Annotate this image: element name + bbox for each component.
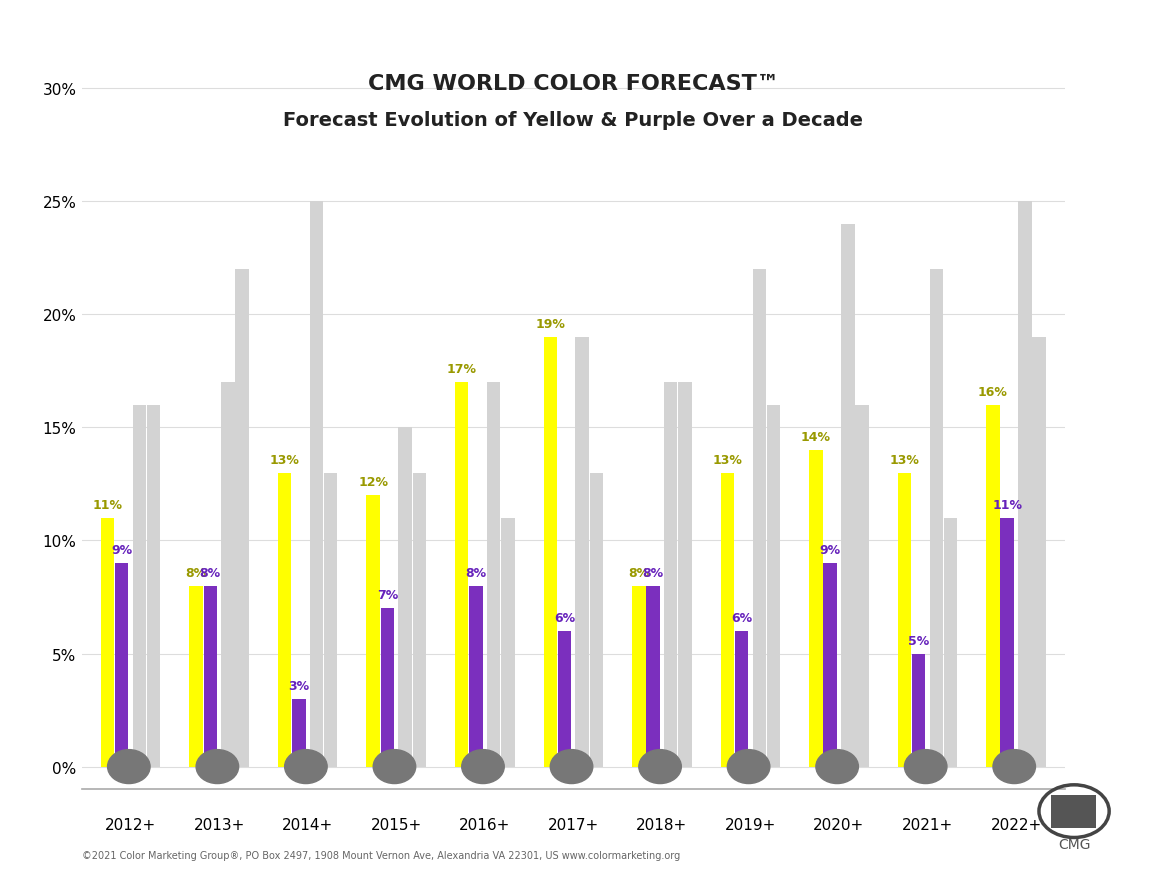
Bar bbox=[841, 225, 854, 766]
Bar bbox=[646, 586, 660, 766]
Ellipse shape bbox=[904, 750, 947, 784]
Text: 6%: 6% bbox=[553, 611, 574, 624]
Bar bbox=[324, 473, 337, 766]
Text: 7%: 7% bbox=[377, 588, 398, 602]
Bar bbox=[366, 496, 380, 766]
Ellipse shape bbox=[284, 750, 328, 784]
Bar bbox=[663, 382, 677, 766]
Text: 5%: 5% bbox=[908, 634, 929, 647]
Bar bbox=[1032, 338, 1046, 766]
Bar bbox=[115, 563, 129, 766]
Text: ©2021 Color Marketing Group®, PO Box 2497, 1908 Mount Vernon Ave, Alexandria VA : ©2021 Color Marketing Group®, PO Box 249… bbox=[82, 850, 680, 860]
Bar bbox=[766, 405, 780, 766]
Bar bbox=[292, 699, 305, 766]
Bar bbox=[544, 338, 557, 766]
Text: CMG: CMG bbox=[1058, 837, 1090, 851]
Text: 14%: 14% bbox=[801, 431, 831, 444]
Bar bbox=[558, 631, 571, 766]
Text: 8%: 8% bbox=[186, 567, 207, 579]
Bar bbox=[679, 382, 691, 766]
Bar bbox=[930, 270, 943, 766]
Bar bbox=[810, 451, 823, 766]
Ellipse shape bbox=[993, 750, 1035, 784]
Ellipse shape bbox=[815, 750, 859, 784]
Bar bbox=[735, 631, 749, 766]
Bar bbox=[147, 405, 160, 766]
Text: CMG WORLD COLOR FORECAST™: CMG WORLD COLOR FORECAST™ bbox=[367, 74, 779, 94]
Bar bbox=[190, 586, 202, 766]
Bar bbox=[1018, 202, 1032, 766]
Text: 11%: 11% bbox=[992, 498, 1023, 511]
Text: 16%: 16% bbox=[978, 386, 1007, 398]
Bar bbox=[590, 473, 603, 766]
Text: 11%: 11% bbox=[92, 498, 123, 511]
Text: 19%: 19% bbox=[536, 317, 565, 331]
Bar bbox=[824, 563, 837, 766]
Bar bbox=[721, 473, 734, 766]
Bar bbox=[944, 518, 957, 766]
Bar bbox=[398, 428, 412, 766]
Bar bbox=[455, 382, 468, 766]
Bar bbox=[911, 653, 925, 766]
Bar bbox=[855, 405, 868, 766]
Ellipse shape bbox=[373, 750, 415, 784]
Bar bbox=[632, 586, 646, 766]
Bar bbox=[469, 586, 483, 766]
Text: 6%: 6% bbox=[731, 611, 752, 624]
Bar bbox=[413, 473, 426, 766]
Text: 8%: 8% bbox=[200, 567, 221, 579]
Ellipse shape bbox=[550, 750, 593, 784]
Text: 8%: 8% bbox=[466, 567, 487, 579]
FancyBboxPatch shape bbox=[1051, 795, 1095, 828]
Bar bbox=[487, 382, 501, 766]
Ellipse shape bbox=[728, 750, 770, 784]
Bar bbox=[204, 586, 216, 766]
Bar bbox=[752, 270, 766, 766]
Ellipse shape bbox=[197, 750, 239, 784]
Bar bbox=[576, 338, 589, 766]
Bar bbox=[1000, 518, 1014, 766]
Bar bbox=[380, 609, 394, 766]
Text: 17%: 17% bbox=[447, 363, 476, 376]
Text: 8%: 8% bbox=[642, 567, 663, 579]
Bar bbox=[986, 405, 999, 766]
Bar bbox=[310, 202, 323, 766]
Text: 8%: 8% bbox=[628, 567, 649, 579]
Bar bbox=[132, 405, 146, 766]
Text: 9%: 9% bbox=[111, 544, 132, 557]
Text: Forecast Evolution of Yellow & Purple Over a Decade: Forecast Evolution of Yellow & Purple Ov… bbox=[283, 111, 863, 130]
Ellipse shape bbox=[108, 750, 150, 784]
Ellipse shape bbox=[639, 750, 681, 784]
Text: 13%: 13% bbox=[713, 453, 742, 467]
Bar bbox=[235, 270, 249, 766]
Text: 9%: 9% bbox=[819, 544, 840, 557]
Text: 3%: 3% bbox=[288, 679, 309, 692]
Bar bbox=[501, 518, 515, 766]
Bar bbox=[897, 473, 911, 766]
Text: 12%: 12% bbox=[358, 476, 388, 488]
Text: 13%: 13% bbox=[889, 453, 920, 467]
Text: 13%: 13% bbox=[270, 453, 300, 467]
Bar bbox=[278, 473, 291, 766]
Ellipse shape bbox=[462, 750, 504, 784]
Bar bbox=[221, 382, 235, 766]
Bar bbox=[101, 518, 115, 766]
